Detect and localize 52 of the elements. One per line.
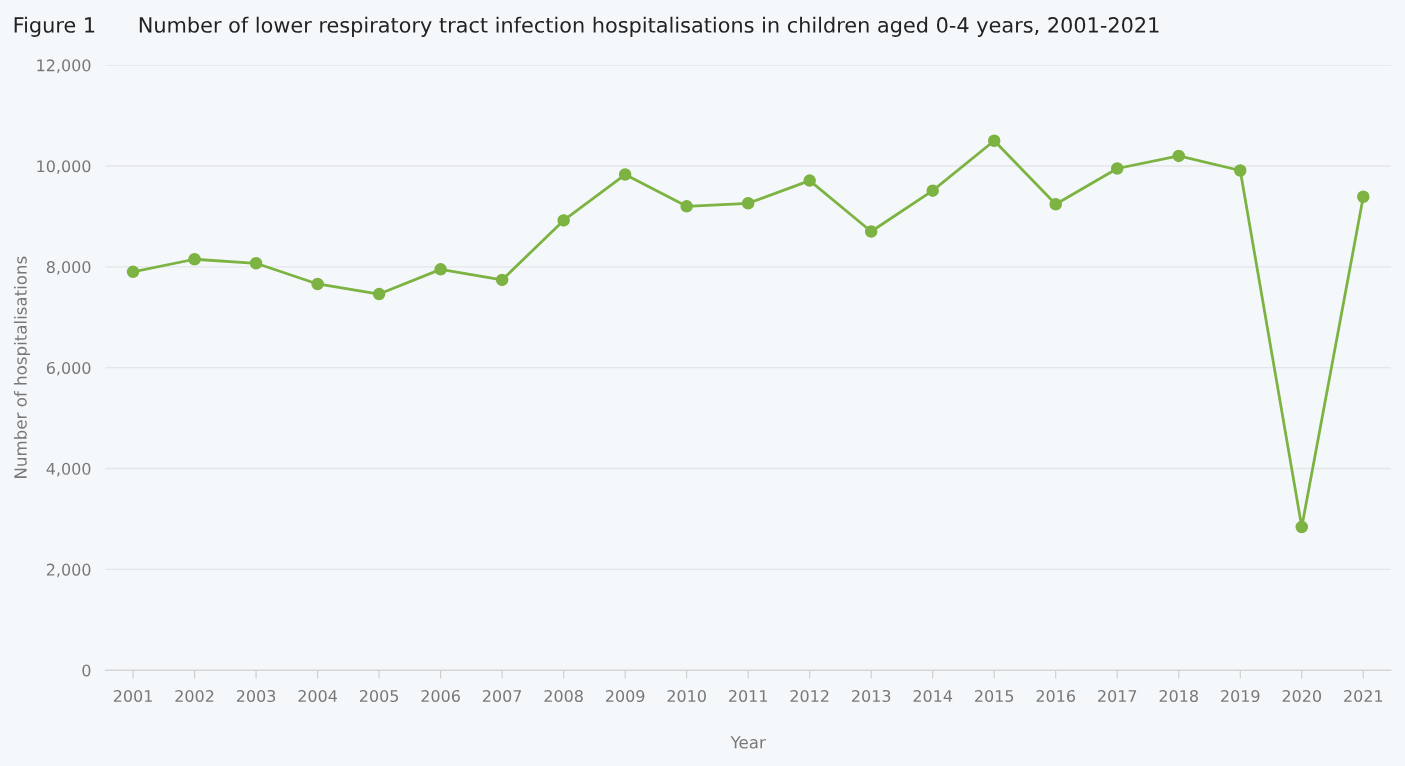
point (926, 184, 939, 197)
y-tick-label: 12,000 (37, 59, 91, 74)
x-tick-label: 2006 (421, 689, 460, 703)
y-tick-label: 10,000 (37, 160, 91, 174)
x-tick-label: 2020 (1282, 689, 1322, 703)
point (188, 253, 201, 266)
x-tick-label: 2004 (298, 689, 338, 703)
chart-title: Figure 1 Number of lower respiratory tract infection hospitalisations in children aged 0-4 years, 2001-2021 (14, 16, 1159, 37)
x-tick-label: 2003 (236, 689, 276, 703)
point (803, 174, 816, 187)
y-tick-label: 6,000 (46, 361, 91, 376)
y-axis-title: Number of hospitalisations (13, 256, 31, 478)
point (495, 273, 509, 287)
y-tick-label: 4,000 (46, 462, 91, 477)
point (557, 214, 570, 227)
point (126, 265, 140, 279)
x-tick-label: 2005 (359, 689, 399, 703)
point (1110, 162, 1124, 175)
x-tick-label: 2016 (1036, 689, 1076, 703)
x-tick-label: 2015 (975, 689, 1014, 703)
point (249, 257, 263, 270)
point (434, 263, 447, 276)
point (1049, 198, 1062, 211)
x-tick-label: 2009 (605, 689, 645, 703)
y-tick-label: 0 (82, 664, 91, 677)
point (1233, 164, 1247, 177)
point (1357, 190, 1370, 203)
x-tick-label: 2017 (1098, 689, 1137, 703)
x-tick-label: 2013 (852, 689, 891, 703)
x-tick-label: 2012 (790, 689, 829, 703)
point (1295, 520, 1309, 534)
y-tick-label: 8,000 (46, 261, 91, 275)
x-tick-label: 2007 (482, 689, 522, 703)
x-tick-label: 2011 (729, 689, 768, 703)
point (1172, 149, 1185, 163)
point (311, 277, 324, 291)
y-tick-label: 2,000 (46, 563, 91, 578)
x-tick-label: 2021 (1344, 689, 1383, 703)
x-tick-label: 2010 (667, 689, 706, 703)
point (618, 168, 632, 181)
point (864, 225, 878, 238)
point (680, 200, 693, 213)
point (987, 134, 1001, 148)
x-tick-label: 2018 (1159, 689, 1198, 703)
x-tick-label: 2019 (1221, 689, 1260, 703)
x-tick-label: 2008 (544, 689, 583, 703)
x-tick-label: 2014 (913, 689, 953, 703)
point (372, 287, 386, 301)
point (741, 197, 755, 210)
x-tick-label: 2001 (113, 689, 152, 703)
x-axis-title: Year (730, 736, 766, 749)
x-tick-label: 2002 (175, 689, 214, 703)
